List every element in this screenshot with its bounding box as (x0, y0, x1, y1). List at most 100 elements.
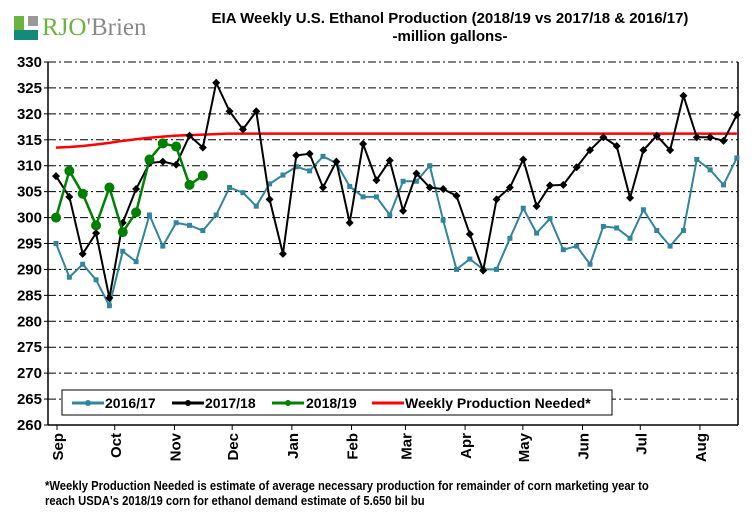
x-tick-label: Mar (398, 433, 415, 460)
data-point (572, 163, 581, 172)
x-tick-label: Apr (458, 433, 475, 459)
data-point (227, 184, 233, 190)
data-point (253, 203, 259, 209)
data-point (679, 91, 688, 100)
data-point (534, 230, 540, 236)
data-point (706, 133, 715, 142)
series-line-2018-19 (54, 142, 204, 235)
y-tick-label: 320 (17, 106, 42, 123)
data-point (80, 261, 86, 267)
data-point (599, 133, 608, 142)
data-point (278, 249, 287, 258)
footnote-line1: *Weekly Production Needed is estimate of… (45, 479, 649, 493)
series-line-Weekly-Production-Needed- (55, 132, 737, 149)
y-tick-label: 300 (17, 210, 42, 227)
data-point (532, 202, 541, 211)
data-point (158, 157, 167, 166)
y-tick-label: 265 (17, 391, 42, 408)
data-point (467, 256, 473, 262)
logo-mark-icon (14, 16, 38, 40)
data-point (560, 247, 566, 253)
data-point (559, 180, 568, 189)
logo-text-rest: 'Brien (86, 14, 147, 41)
x-tick-label: Sep (50, 433, 67, 461)
data-point (240, 190, 246, 196)
chart-title: EIA Weekly U.S. Ethanol Production (2018… (150, 10, 750, 46)
data-point (360, 194, 366, 200)
data-point (160, 243, 166, 249)
data-point (198, 143, 207, 152)
data-point (104, 182, 115, 193)
data-point (612, 142, 621, 151)
data-point (574, 243, 580, 249)
data-point (505, 183, 514, 192)
data-point (454, 266, 459, 272)
data-point (427, 163, 433, 169)
data-point (440, 217, 446, 223)
data-point (439, 185, 448, 194)
data-point (93, 277, 99, 283)
data-point (587, 261, 593, 267)
data-point (173, 220, 179, 226)
x-tick-label: Oct (108, 433, 125, 458)
data-point (734, 155, 740, 161)
series-line-2016-17 (55, 155, 738, 309)
data-point (157, 138, 168, 149)
data-point (91, 220, 102, 231)
data-point (639, 146, 648, 155)
data-point (252, 107, 261, 116)
data-point (120, 248, 126, 254)
data-point (494, 266, 500, 272)
legend: 2016/17 2017/18 2018/19 Weekly Production N… (61, 389, 613, 416)
chart-subtitle: -million gallons- (392, 28, 508, 45)
data-point (332, 157, 341, 166)
data-point (187, 222, 192, 228)
data-point (213, 212, 219, 218)
y-tick-label: 260 (17, 417, 42, 434)
data-point (732, 110, 741, 119)
legend-marker-icon (285, 400, 291, 406)
data-point (105, 293, 114, 302)
data-point (479, 266, 488, 275)
legend-marker-icon (85, 400, 91, 406)
data-point (225, 107, 234, 116)
data-point (132, 185, 141, 194)
data-point (292, 151, 301, 160)
data-point (667, 243, 673, 249)
data-point (117, 227, 128, 238)
data-point (52, 172, 60, 181)
legend-marker-icon (185, 400, 191, 406)
y-tick-label: 305 (17, 184, 42, 201)
footnote-line2: reach USDA's 2018/19 corn for ethanol de… (45, 494, 425, 508)
data-point (106, 303, 112, 309)
data-point (680, 228, 686, 234)
legend-label: Weekly Production Needed* (405, 395, 591, 411)
y-tick-label: 285 (17, 287, 42, 304)
x-tick-label: Nov (167, 432, 184, 461)
data-point (666, 146, 675, 155)
y-tick-label: 275 (17, 339, 42, 356)
x-tick-label: Jul (633, 433, 650, 455)
data-point (547, 216, 553, 222)
y-tick-label: 270 (17, 365, 42, 382)
x-tick-label: Jun (576, 433, 593, 460)
data-point (64, 165, 75, 176)
y-tick-label: 325 (17, 80, 42, 97)
x-tick-label: May (516, 432, 533, 462)
y-tick-label: 310 (17, 158, 42, 175)
legend-label: 2017/18 (205, 395, 256, 411)
data-point (267, 181, 273, 187)
y-tick-label: 290 (17, 261, 42, 278)
data-point (185, 131, 194, 140)
data-point (372, 176, 381, 185)
data-point (492, 195, 501, 204)
data-point (131, 207, 142, 218)
data-point (53, 241, 59, 246)
x-tick-label: Feb (345, 433, 362, 460)
series-line-2017-18 (55, 79, 738, 299)
data-point (347, 183, 353, 189)
data-point (719, 136, 728, 145)
data-point (78, 249, 87, 258)
data-point (51, 212, 61, 223)
